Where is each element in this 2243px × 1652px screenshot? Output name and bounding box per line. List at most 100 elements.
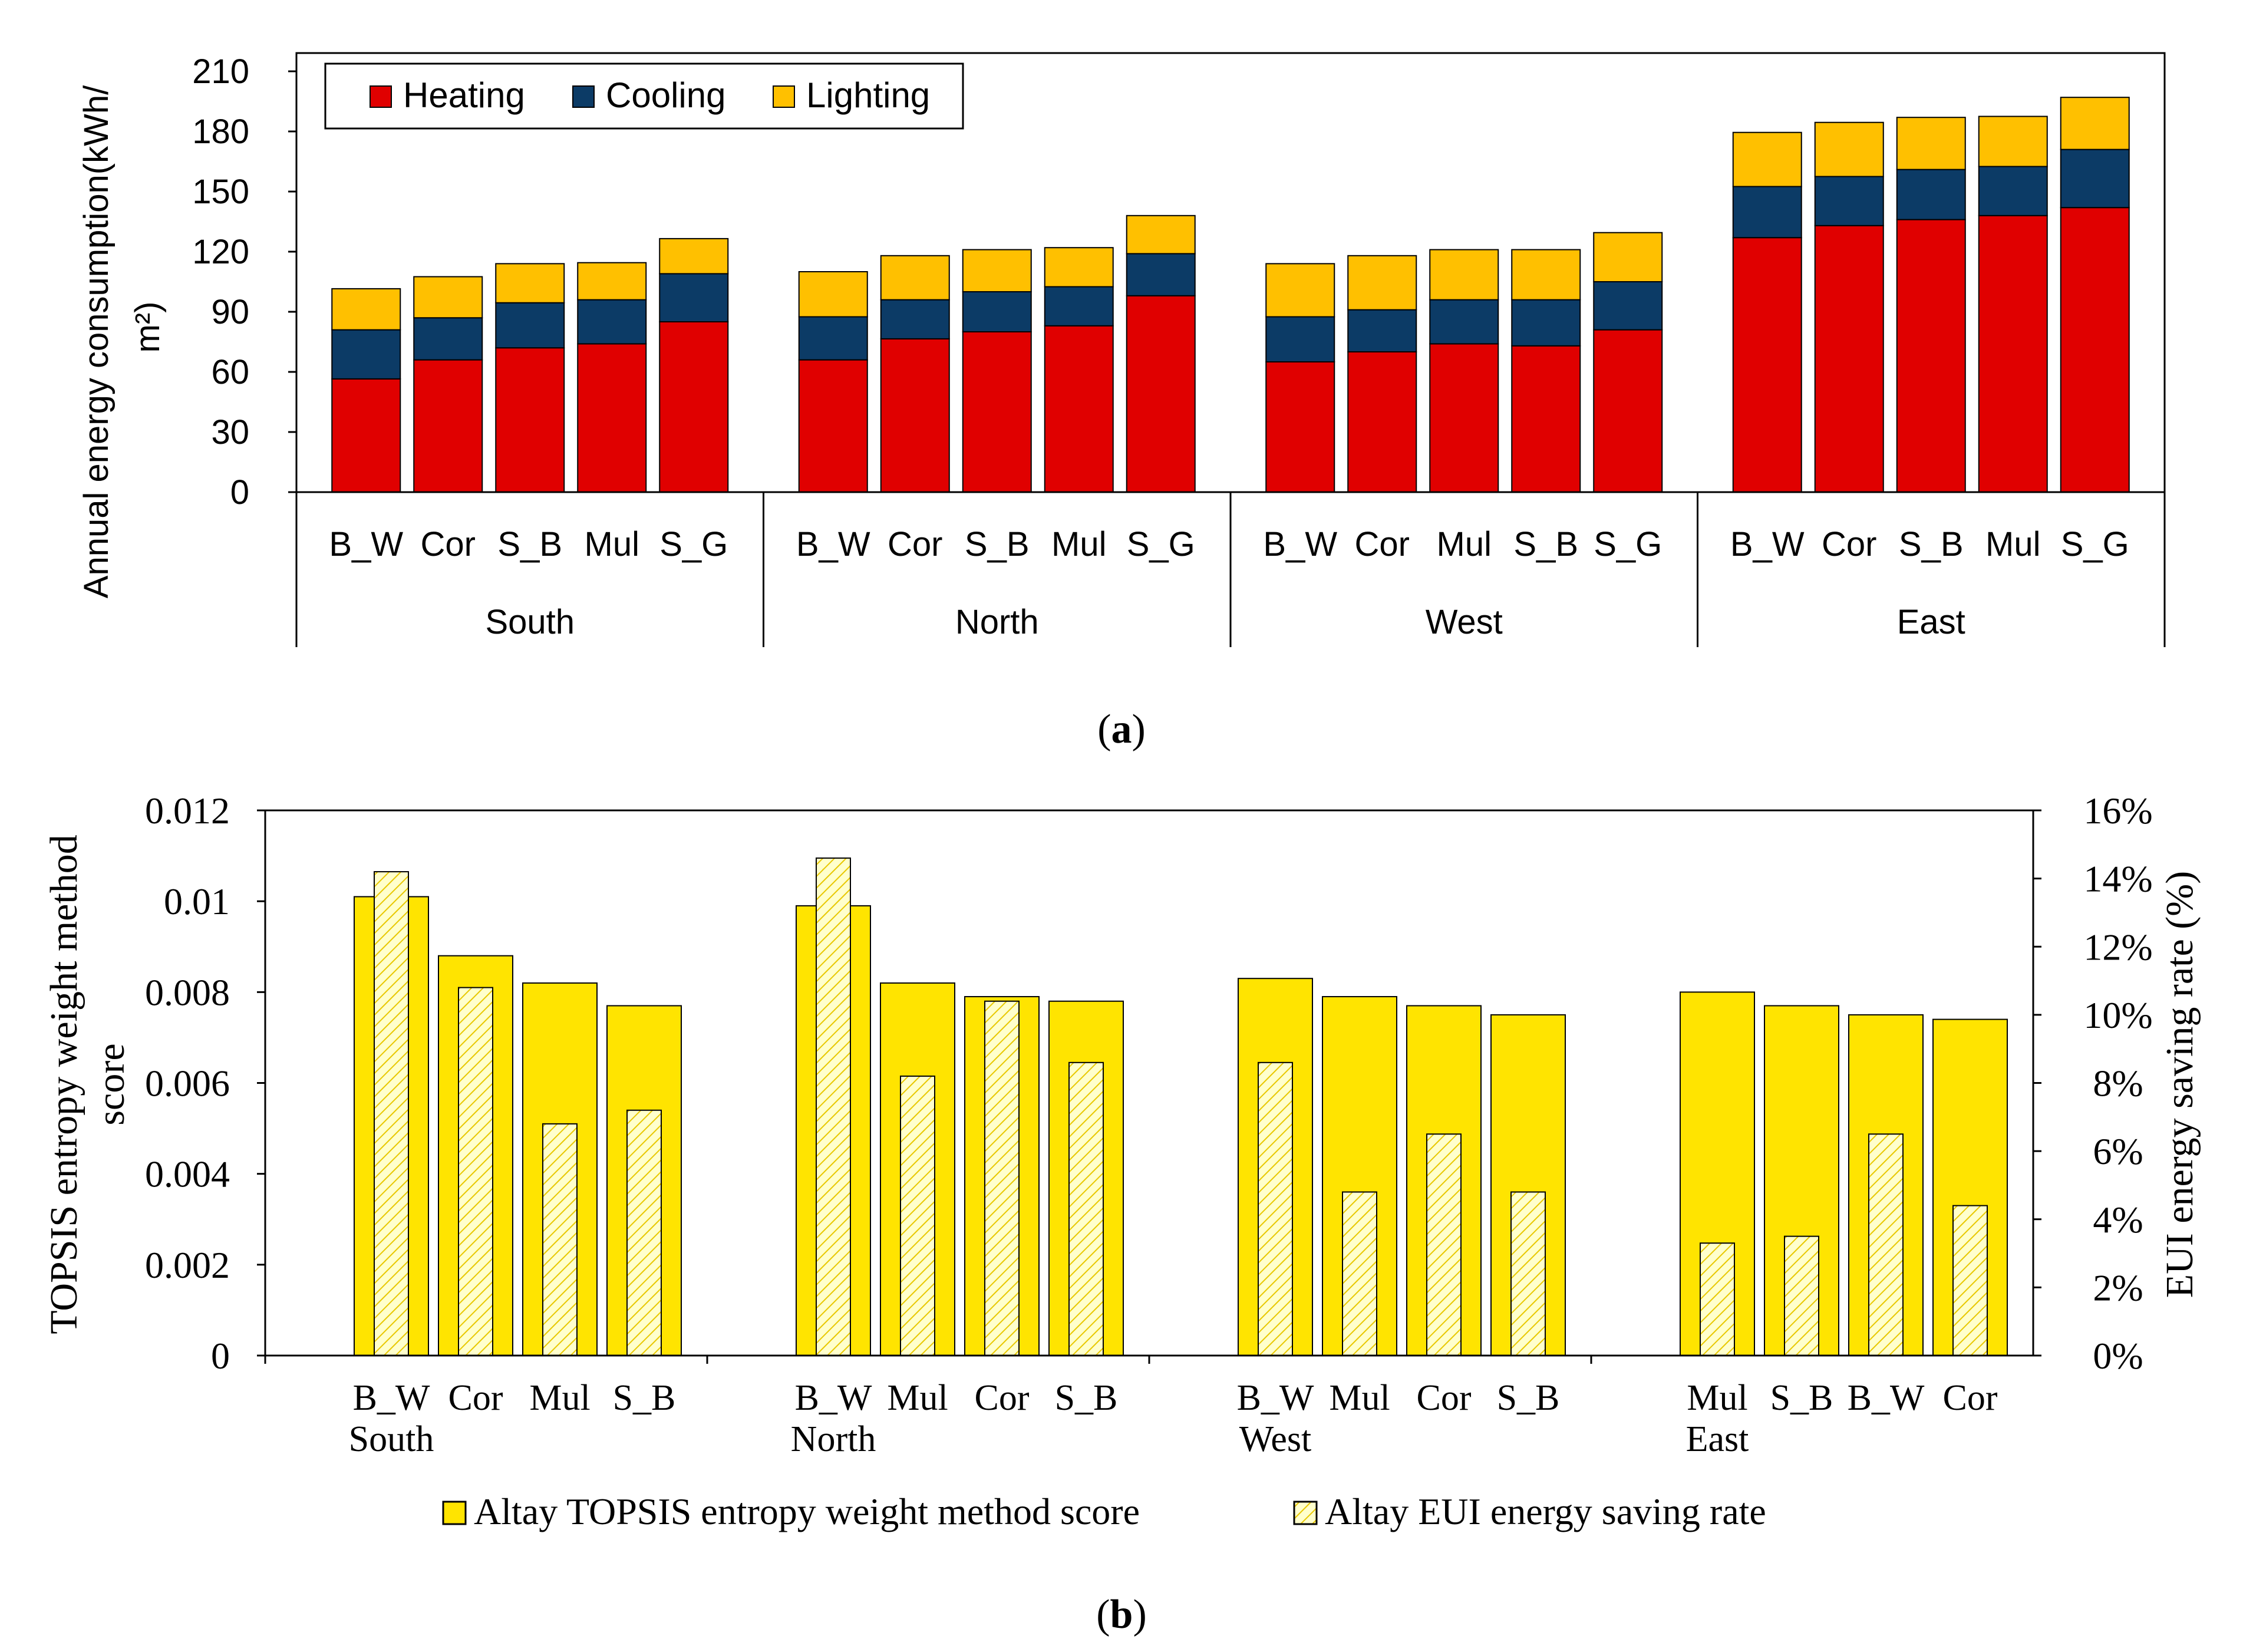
a-bar-heating xyxy=(413,359,483,493)
a-x-tick-label: S_G xyxy=(1127,525,1195,563)
b-group-label: North xyxy=(791,1419,876,1459)
a-group-label: East xyxy=(1897,603,1965,641)
b-x-tick-label: Cor xyxy=(448,1378,503,1418)
a-bar-cooling xyxy=(1732,186,1802,239)
b-panel-label: (b) xyxy=(1096,1592,1147,1637)
b-y-tick-label: 0.006 xyxy=(145,1063,230,1104)
a-bar-lighting xyxy=(1732,131,1802,187)
b-y-axis-title-line1: TOPSIS entropy weight method xyxy=(42,835,85,1334)
b-y2-tick-label: 8% xyxy=(2093,1063,2143,1104)
a-panel-label: (a) xyxy=(1097,707,1146,752)
a-bar-heating xyxy=(880,338,950,493)
a-x-tick-label: B_W xyxy=(1730,525,1805,563)
b-y2-tick-label: 2% xyxy=(2093,1267,2143,1308)
a-bar-heating xyxy=(1593,329,1663,493)
b-y-tick-label: 0.01 xyxy=(164,881,230,922)
b-bar-saving xyxy=(1784,1235,1819,1356)
a-y-tick-label: 60 xyxy=(211,353,249,391)
a-bar-lighting xyxy=(1265,263,1335,318)
a-bar-lighting xyxy=(1978,116,2048,167)
a-bar-cooling xyxy=(1511,299,1581,347)
b-group-label: East xyxy=(1686,1419,1749,1459)
a-bar-lighting xyxy=(2060,97,2130,150)
b-bar-saving xyxy=(984,1000,1020,1356)
b-y2-tick-label: 12% xyxy=(2083,926,2152,968)
b-y-tick-label: 0.012 xyxy=(145,790,230,832)
b-x-tick-label: B_W xyxy=(1848,1378,1925,1418)
a-bar-lighting xyxy=(1044,247,1114,288)
a-bar-heating xyxy=(495,347,565,493)
b-x-tick-label: Mul xyxy=(1329,1378,1390,1418)
b-x-tick-label: Cor xyxy=(975,1378,1030,1418)
a-x-tick-label: Mul xyxy=(1437,525,1492,563)
b-y-tick-label: 0.002 xyxy=(145,1244,230,1286)
b-y-tick-label: 0.008 xyxy=(145,971,230,1013)
a-y-tick-label: 30 xyxy=(211,413,249,451)
a-bar-cooling xyxy=(1896,169,1966,220)
a-x-tick-label: B_W xyxy=(329,525,403,563)
a-bar-lighting xyxy=(962,249,1032,293)
b-bars xyxy=(354,857,2008,1357)
b-bar-saving xyxy=(458,987,493,1356)
b-y2-tick-label: 16% xyxy=(2083,790,2152,832)
a-bar-cooling xyxy=(1593,281,1663,331)
b-y2-tick-label: 0% xyxy=(2093,1335,2143,1377)
b-legend-swatch-score xyxy=(442,1501,467,1525)
b-bar-saving xyxy=(1426,1133,1462,1356)
a-bar-cooling xyxy=(413,317,483,361)
b-legend-label-score: Altay TOPSIS entropy weight method score xyxy=(474,1491,1140,1532)
b-x-tick-label: S_B xyxy=(613,1378,676,1418)
a-bar-heating xyxy=(798,359,868,493)
a-bar-heating xyxy=(1814,225,1884,493)
b-y2-tick-label: 10% xyxy=(2083,994,2152,1036)
b-y2-tick-label: 14% xyxy=(2083,858,2152,900)
a-y-axis-title-line2: m²) xyxy=(128,302,167,353)
a-x-tick-label: S_B xyxy=(965,525,1030,563)
a-x-tick-label: S_G xyxy=(1594,525,1662,563)
a-bar-heating xyxy=(659,321,729,493)
a-bar-lighting xyxy=(798,271,868,318)
a-group-label: North xyxy=(955,603,1039,641)
b-x-tick-label: S_B xyxy=(1770,1378,1833,1418)
a-y-tick-label: 180 xyxy=(192,113,249,151)
a-x-tick-label: Mul xyxy=(585,525,639,563)
a-x-tick-label: Mul xyxy=(1985,525,2040,563)
a-bar-cooling xyxy=(577,299,647,345)
a-bar-heating xyxy=(1978,215,2048,493)
b-y2-tick-label: 4% xyxy=(2093,1199,2143,1241)
a-bar-cooling xyxy=(798,316,868,361)
a-legend-box xyxy=(324,62,964,130)
a-bar-lighting xyxy=(1347,255,1417,311)
a-bar-lighting xyxy=(1511,249,1581,301)
b-bar-saving xyxy=(900,1075,935,1356)
b-x-tick-label: Mul xyxy=(529,1378,590,1418)
a-x-tick-label: S_B xyxy=(497,525,562,563)
a-x-tick-label: Cor xyxy=(1355,525,1410,563)
a-bar-cooling xyxy=(1265,316,1335,362)
a-bar-cooling xyxy=(1044,286,1114,327)
b-bar-saving xyxy=(1342,1191,1377,1356)
b-bar-saving xyxy=(1258,1061,1293,1356)
chart-a: 0 30 60 90 120 150 180 210 B_W Cor S_B Mul S_G South… xyxy=(77,52,2166,752)
a-bar-heating xyxy=(2060,207,2130,493)
a-x-tick-label: Cor xyxy=(1822,525,1876,563)
a-legend-label-lighting: Lighting xyxy=(806,75,930,115)
b-bar-saving xyxy=(1700,1242,1735,1356)
a-x-tick-label: B_W xyxy=(796,525,870,563)
a-x-tick-label: Cor xyxy=(421,525,476,563)
b-bar-saving xyxy=(1068,1061,1104,1356)
b-x-tick-label: S_B xyxy=(1055,1378,1118,1418)
a-legend: Heating Cooling Lighting xyxy=(324,62,964,130)
a-bar-heating xyxy=(1732,237,1802,493)
a-bar-lighting xyxy=(495,263,565,304)
b-bar-saving xyxy=(816,857,851,1356)
a-y-tick-label: 120 xyxy=(192,233,249,271)
a-bar-lighting xyxy=(1429,249,1499,301)
a-bars xyxy=(331,97,2130,493)
a-bar-cooling xyxy=(962,291,1032,332)
a-bar-lighting xyxy=(659,238,729,275)
b-bar-saving xyxy=(374,871,409,1356)
a-bar-heating xyxy=(1126,295,1196,493)
b-bar-saving xyxy=(1868,1133,1904,1356)
